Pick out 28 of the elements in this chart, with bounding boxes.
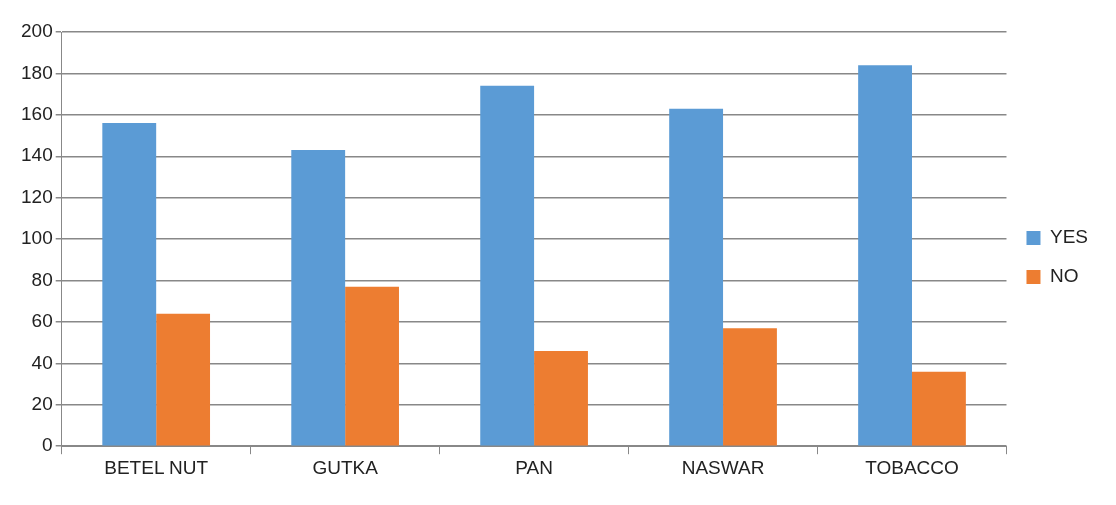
y-tick-label: 200 <box>21 20 53 42</box>
bar <box>534 350 588 446</box>
x-tick-label: TOBACCO <box>865 456 959 478</box>
x-tick-label: GUTKA <box>312 456 379 478</box>
y-tick-label: 180 <box>21 61 53 83</box>
y-tick-label: 160 <box>21 103 53 125</box>
y-tick-label: 120 <box>21 185 53 207</box>
x-tick-label: PAN <box>515 456 553 478</box>
y-tick-label: 0 <box>42 434 53 456</box>
bar <box>291 150 346 446</box>
y-tick-label: 40 <box>31 351 53 373</box>
y-tick-label: 60 <box>31 310 53 332</box>
bar <box>480 85 535 446</box>
y-tick-label: 100 <box>21 227 53 249</box>
x-tick-label: BETEL NUT <box>104 456 209 478</box>
bar <box>102 123 157 446</box>
y-tick-label: 140 <box>21 144 53 166</box>
bar <box>723 328 777 446</box>
x-tick-label: NASWAR <box>681 456 765 478</box>
bar <box>345 286 399 446</box>
bar <box>156 313 211 446</box>
legend-label: NO <box>1049 265 1079 287</box>
bar <box>669 108 724 446</box>
bar <box>912 371 966 446</box>
y-tick-label: 20 <box>31 393 53 415</box>
bar <box>858 65 912 446</box>
y-tick-label: 80 <box>31 268 53 290</box>
legend-label: YES <box>1049 226 1089 248</box>
